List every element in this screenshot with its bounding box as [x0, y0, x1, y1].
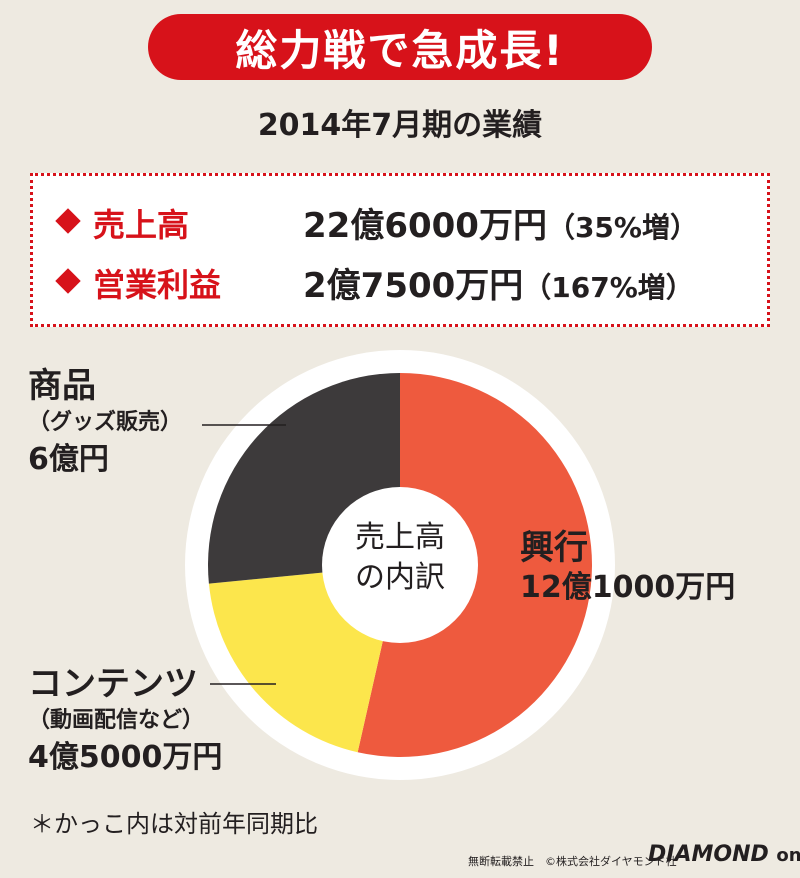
diamond-online-logo: DIAMOND online [648, 842, 800, 867]
label-kogyo-value: 12億1000万円 [520, 570, 736, 605]
headline-text: 総力戦で急成長! [235, 25, 565, 75]
summary-box: 売上高 22億6000万円（35%増） 営業利益 2億7500万円（167%増） [30, 173, 770, 327]
label-goods-sub: （グッズ販売） [28, 410, 183, 435]
label-contents-sub: （動画配信など） [28, 708, 205, 733]
center-line-1: 売上高 [355, 520, 445, 555]
label-contents: コンテンツ （動画配信など） 4億5000万円 [28, 664, 222, 778]
summary-value: 22億6000万円（35%増） [303, 198, 698, 247]
copyright-credit: 無断転載禁止 ©株式会社ダイヤモンド社 [468, 855, 677, 868]
summary-row-operating-profit: 営業利益 2億7500万円（167%増） [33, 258, 767, 308]
label-contents-value: 4億5000万円 [28, 740, 223, 775]
label-kogyo-name: 興行 [520, 528, 588, 568]
summary-label: 営業利益 [93, 266, 222, 304]
logo-main: DIAMOND [648, 842, 769, 867]
summary-change: （167%増） [523, 271, 694, 304]
pie-center-hole [322, 487, 478, 643]
label-goods-name: 商品 [28, 366, 96, 406]
label-goods-value: 6億円 [28, 442, 109, 477]
label-contents-name: コンテンツ [28, 664, 198, 704]
headline-banner: 総力戦で急成長! [148, 14, 652, 80]
pie-center-label: 売上高 の内訳 [320, 518, 480, 598]
summary-value: 2億7500万円（167%増） [303, 258, 694, 307]
label-goods: 商品 （グッズ販売） 6億円 [28, 366, 182, 480]
label-kogyo: 興行 12億1000万円 [520, 528, 735, 608]
logo-sub: online [776, 845, 800, 866]
summary-amount: 22億6000万円 [303, 206, 547, 246]
subtitle: 2014年7月期の業績 [257, 108, 543, 143]
footnote: ＊かっこ内は対前年同期比 [30, 810, 318, 838]
summary-change: （35%増） [546, 211, 698, 244]
summary-amount: 2億7500万円 [303, 266, 524, 306]
summary-label: 売上高 [93, 206, 190, 244]
summary-row-sales: 売上高 22億6000万円（35%増） [33, 198, 767, 248]
center-line-2: の内訳 [355, 560, 445, 595]
